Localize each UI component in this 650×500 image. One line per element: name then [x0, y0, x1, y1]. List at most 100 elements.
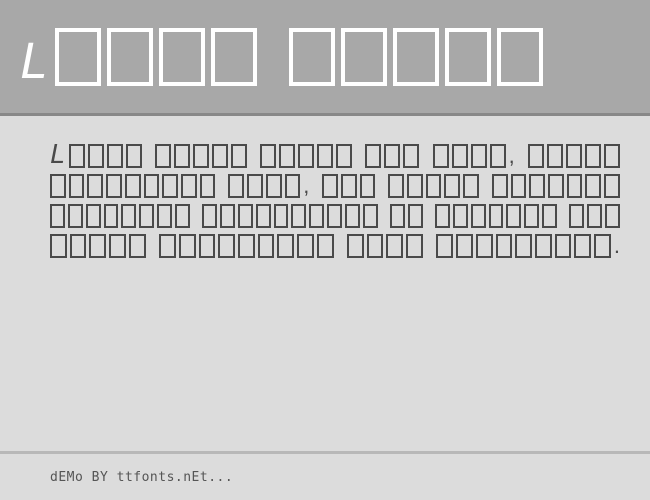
body-placeholder-box: [238, 204, 253, 228]
body-placeholder-box: [266, 174, 282, 198]
body-placeholder-box: [384, 144, 400, 168]
body-placeholder-box: [489, 204, 504, 228]
body-placeholder-box: [490, 144, 506, 168]
body-placeholder-box: [492, 174, 508, 198]
body-placeholder-box: [426, 174, 442, 198]
body-placeholder-box: [157, 204, 172, 228]
body-placeholder-box: [109, 234, 126, 258]
font-title: L: [20, 28, 630, 86]
body-punct: ,: [509, 145, 515, 168]
body-placeholder-box: [388, 174, 404, 198]
body-placeholder-box: [436, 234, 453, 258]
body-placeholder-box: [69, 174, 85, 198]
body-placeholder-box: [220, 204, 235, 228]
body-placeholder-box: [476, 234, 493, 258]
body-placeholder-box: [535, 234, 552, 258]
body-placeholder-box: [569, 204, 584, 228]
body-punct: .: [614, 235, 620, 258]
body-placeholder-box: [193, 144, 209, 168]
body-placeholder-box: [574, 234, 591, 258]
body-placeholder-box: [87, 174, 103, 198]
body-placeholder-box: [386, 234, 403, 258]
title-placeholder-box: [159, 28, 205, 86]
body-line: L,: [50, 142, 620, 168]
body-placeholder-box: [408, 204, 423, 228]
body-placeholder-box: [297, 234, 314, 258]
body-placeholder-box: [291, 204, 306, 228]
body-placeholder-box: [212, 144, 228, 168]
body-placeholder-box: [258, 234, 275, 258]
title-placeholder-box: [211, 28, 257, 86]
body-placeholder-box: [69, 144, 85, 168]
body-placeholder-box: [515, 234, 532, 258]
body-placeholder-box: [566, 144, 582, 168]
body-placeholder-box: [126, 144, 142, 168]
body-placeholder-box: [106, 174, 122, 198]
body-placeholder-box: [50, 234, 67, 258]
body-placeholder-box: [107, 144, 123, 168]
body-placeholder-box: [435, 204, 450, 228]
body-punct: ,: [303, 175, 309, 198]
body-line: [50, 204, 620, 228]
body-placeholder-box: [347, 234, 364, 258]
body-placeholder-box: [365, 144, 381, 168]
title-placeholder-box: [393, 28, 439, 86]
body-placeholder-box: [279, 144, 295, 168]
body-placeholder-box: [496, 234, 513, 258]
body-placeholder-box: [453, 204, 468, 228]
body-placeholder-box: [444, 174, 460, 198]
body-placeholder-box: [367, 234, 384, 258]
title-placeholder-box: [445, 28, 491, 86]
body-placeholder-box: [89, 234, 106, 258]
body-placeholder-box: [174, 144, 190, 168]
body-placeholder-box: [360, 174, 376, 198]
body-placeholder-box: [585, 174, 601, 198]
body-placeholder-box: [452, 144, 468, 168]
body-placeholder-box: [604, 144, 620, 168]
body-placeholder-box: [181, 174, 197, 198]
body-placeholder-box: [70, 234, 87, 258]
body-line: .: [50, 234, 620, 258]
body-placeholder-box: [200, 174, 216, 198]
title-placeholder-box: [289, 28, 335, 86]
title-placeholder-box: [497, 28, 543, 86]
body-placeholder-box: [256, 204, 271, 228]
body-placeholder-box: [104, 204, 119, 228]
title-placeholder-box: [341, 28, 387, 86]
footer-credit: dEMo BY ttfonts.nEt...: [50, 470, 233, 485]
body-placeholder-box: [463, 174, 479, 198]
body-placeholder-box: [125, 174, 141, 198]
body-placeholder-box: [50, 174, 66, 198]
body-placeholder-box: [285, 174, 301, 198]
body-placeholder-box: [202, 204, 217, 228]
body-placeholder-box: [199, 234, 216, 258]
body-placeholder-box: [129, 234, 146, 258]
header-bar: L: [0, 0, 650, 116]
body-placeholder-box: [260, 144, 276, 168]
body-placeholder-box: [555, 234, 572, 258]
title-placeholder-box: [107, 28, 153, 86]
body-placeholder-box: [179, 234, 196, 258]
title-placeholder-box: [55, 28, 101, 86]
body-placeholder-box: [175, 204, 190, 228]
body-placeholder-box: [407, 174, 423, 198]
body-placeholder-box: [144, 174, 160, 198]
body-placeholder-box: [594, 234, 611, 258]
body-placeholder-box: [218, 234, 235, 258]
body-placeholder-box: [528, 144, 544, 168]
body-placeholder-box: [456, 234, 473, 258]
body-placeholder-box: [309, 204, 324, 228]
body-placeholder-box: [50, 204, 65, 228]
body-placeholder-box: [88, 144, 104, 168]
body-placeholder-box: [238, 234, 255, 258]
body-placeholder-box: [68, 204, 83, 228]
body-placeholder-box: [585, 144, 601, 168]
body-placeholder-box: [567, 174, 583, 198]
body-placeholder-box: [277, 234, 294, 258]
body-placeholder-box: [298, 144, 314, 168]
body-placeholder-box: [524, 204, 539, 228]
body-placeholder-box: [231, 144, 247, 168]
sample-text-area: L,,.: [0, 116, 650, 454]
body-placeholder-box: [529, 174, 545, 198]
body-placeholder-box: [317, 144, 333, 168]
